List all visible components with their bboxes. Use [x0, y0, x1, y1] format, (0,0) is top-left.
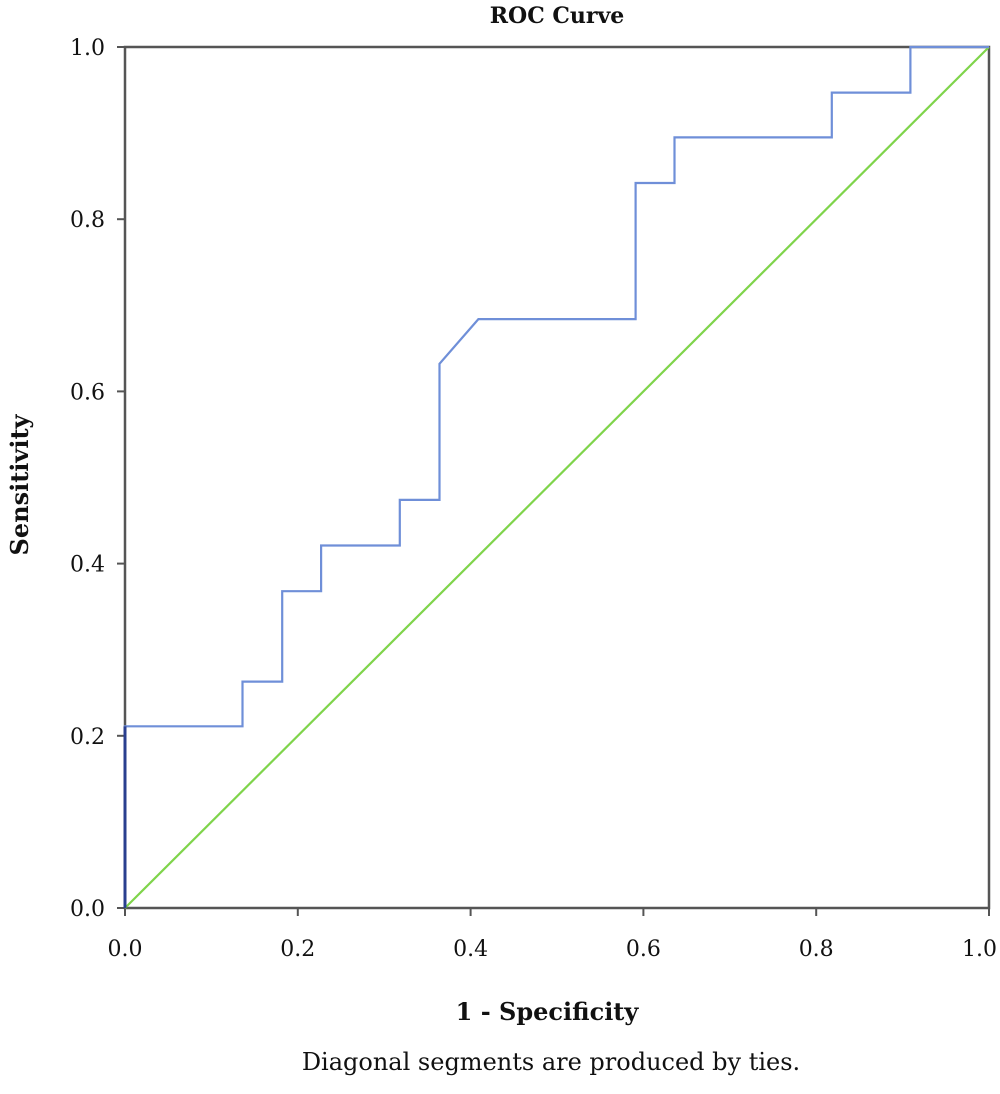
plot-frame — [123, 45, 991, 910]
x-tick-label: 0.2 — [280, 937, 315, 962]
y-tick-label: 0.0 — [70, 897, 105, 922]
roc-curve-line — [123, 45, 989, 908]
x-tick-label: 0.8 — [799, 937, 834, 962]
y-tick-label: 0.4 — [70, 553, 105, 578]
y-tick-label: 1.0 — [70, 36, 105, 61]
reference-diagonal-line — [124, 46, 990, 909]
y-axis-title: Sensitivity — [5, 413, 34, 555]
x-tick-label: 0.6 — [626, 937, 661, 962]
x-axis-title: 1 - Specificity — [456, 997, 640, 1026]
x-axis: 0.0 0.2 0.4 0.6 0.8 1.0 — [108, 908, 997, 962]
plot-area-border — [123, 45, 991, 910]
x-tick-label: 0.4 — [453, 937, 488, 962]
y-tick-label: 0.6 — [70, 380, 105, 405]
chart-note: Diagonal segments are produced by ties. — [302, 1048, 800, 1076]
y-tick-label: 0.2 — [70, 725, 105, 750]
x-tick-label: 1.0 — [962, 937, 997, 962]
y-tick-label: 0.8 — [70, 208, 105, 233]
x-tick-label: 0.0 — [108, 937, 143, 962]
series-layer — [123, 45, 990, 909]
chart-title: ROC Curve — [490, 3, 625, 29]
y-axis: 0.0 0.2 0.4 0.6 0.8 1.0 — [70, 36, 125, 922]
